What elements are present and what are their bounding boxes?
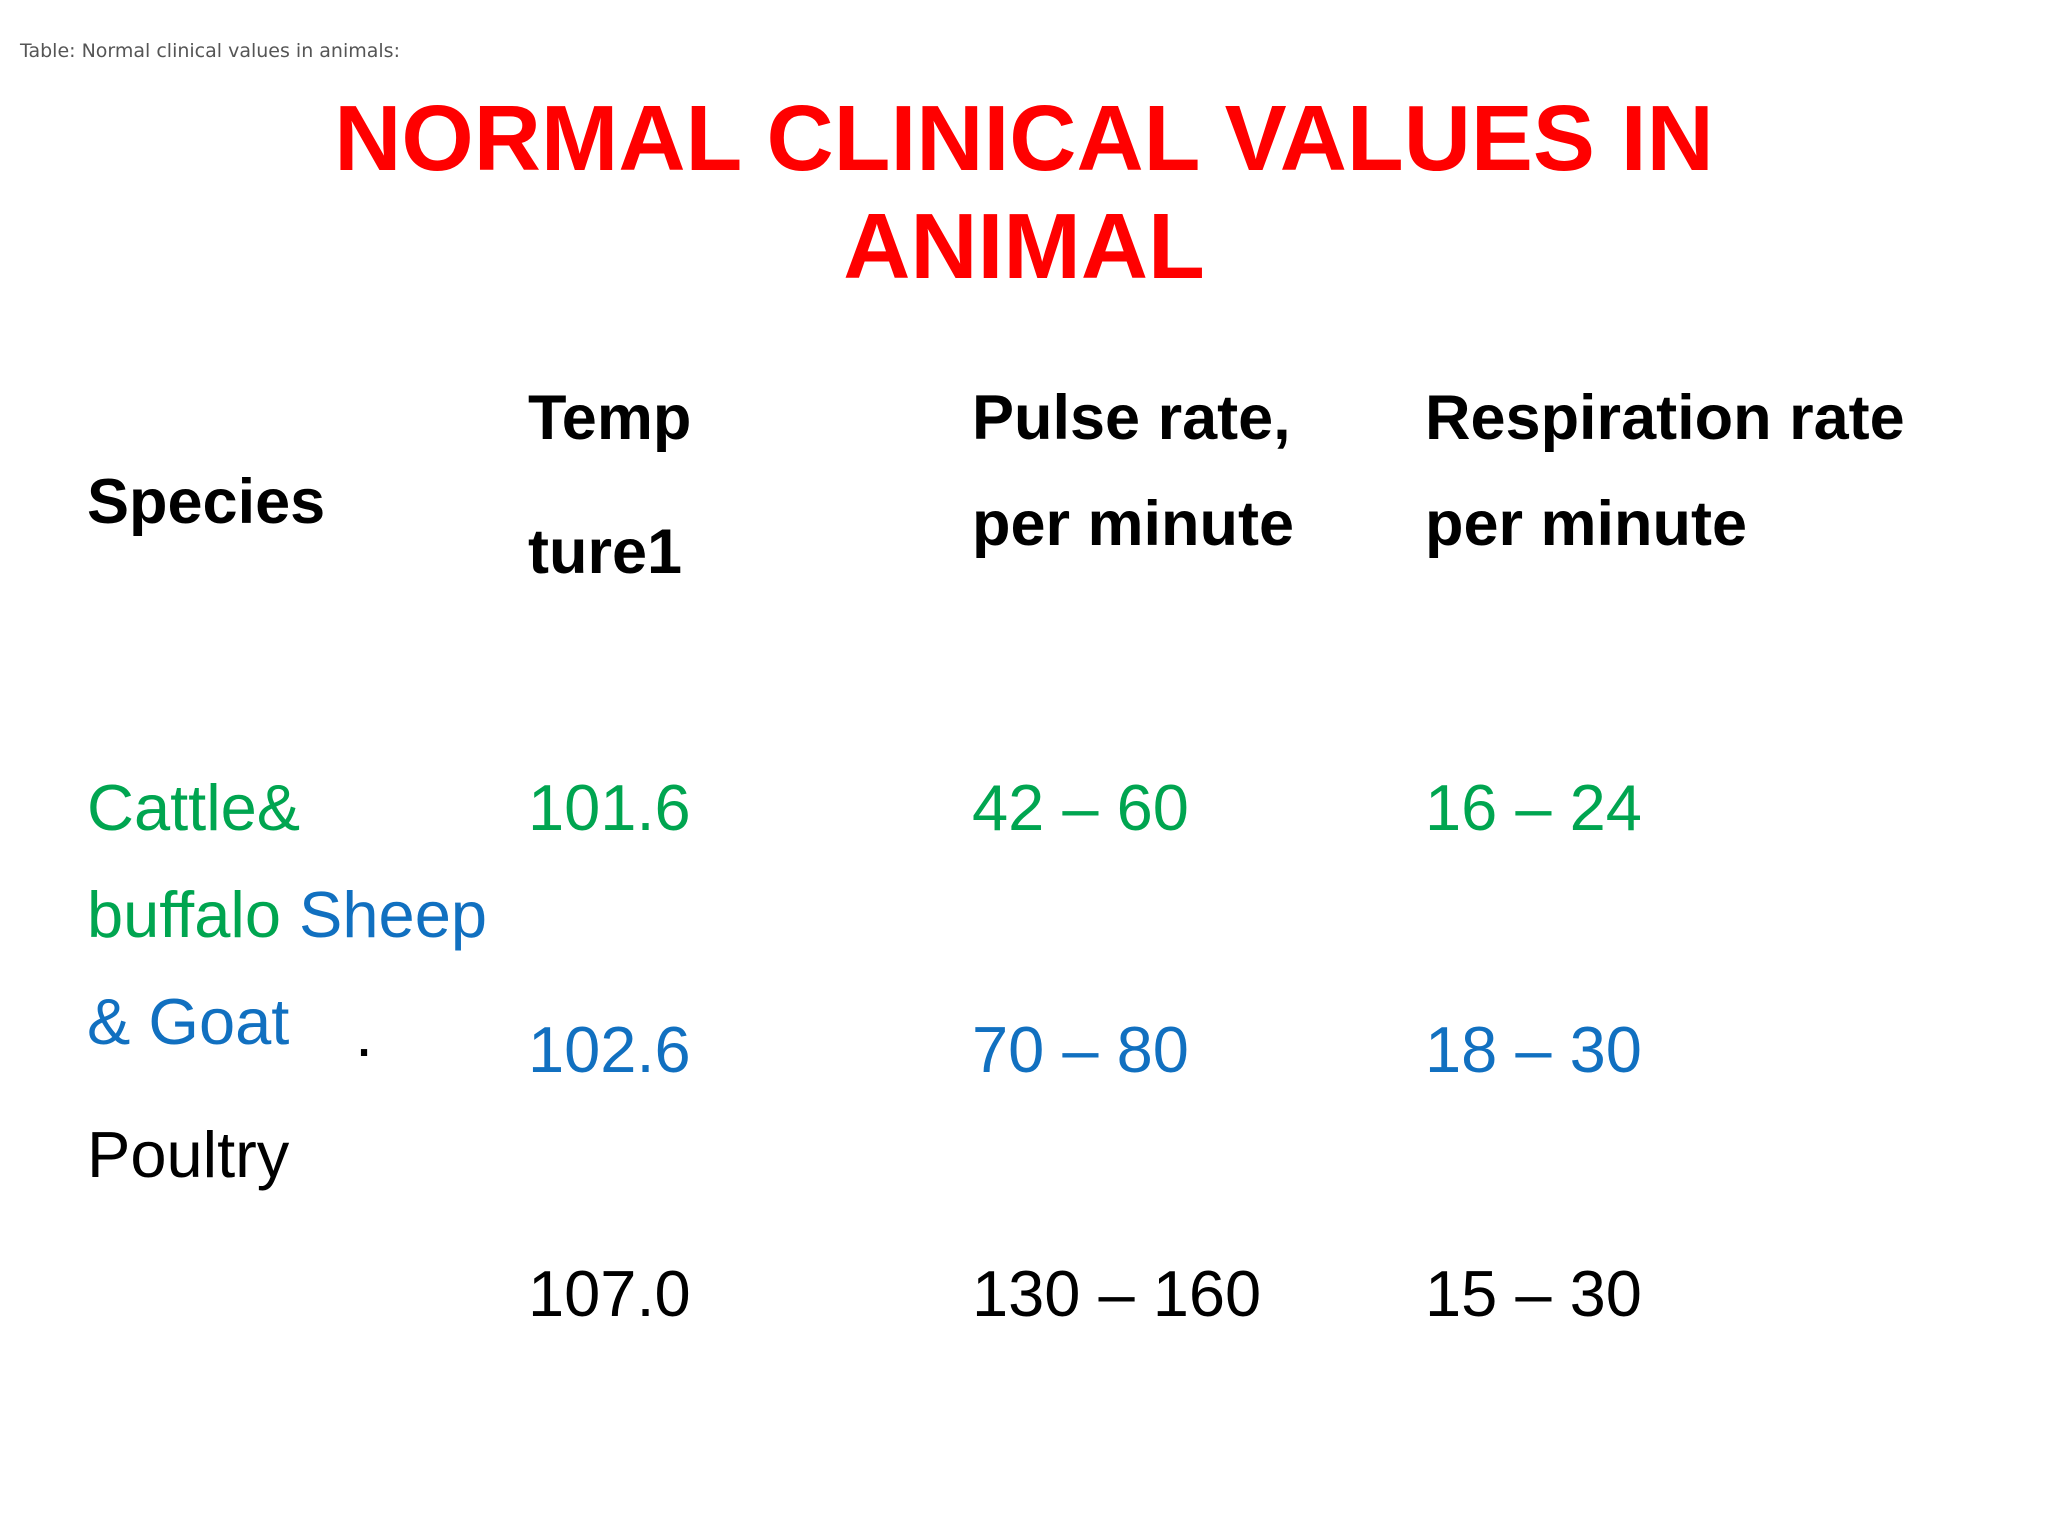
header-pulse-line-1: Pulse rate,: [972, 383, 1291, 453]
species-line-goat: & Goat: [87, 985, 290, 1058]
species-sheep: Sheep: [299, 878, 488, 951]
row-3-respiration: 15 – 30: [1425, 1257, 1642, 1330]
row-2-pulse: 70 – 80: [972, 1013, 1189, 1086]
page-title-line-2: ANIMAL: [843, 194, 1205, 298]
row-3-pulse: 130 – 160: [972, 1257, 1262, 1330]
header-species: Species: [87, 467, 326, 537]
species-line-cattle: Cattle&: [87, 771, 301, 844]
species-buffalo: buffalo: [87, 878, 281, 951]
header-temp-line-1: Temp: [528, 383, 692, 453]
row-2-temp: 102.6: [528, 1013, 691, 1086]
species-dot: .: [355, 997, 374, 1070]
header-respiration-line-1: Respiration rate: [1425, 383, 1905, 453]
species-line-poultry: Poultry: [87, 1118, 290, 1191]
header-temp-line-2: ture1: [528, 517, 683, 587]
header-respiration-line-2: per minute: [1425, 489, 1748, 559]
table-caption: Table: Normal clinical values in animals…: [20, 40, 400, 62]
page-title-line-1: NORMAL CLINICAL VALUES IN: [334, 86, 1714, 190]
row-1-pulse: 42 – 60: [972, 771, 1189, 844]
row-1-temp: 101.6: [528, 771, 691, 844]
row-2-respiration: 18 – 30: [1425, 1013, 1642, 1086]
row-3-temp: 107.0: [528, 1257, 691, 1330]
header-pulse-line-2: per minute: [972, 489, 1295, 559]
species-line-buffalo-sheep: buffalo Sheep: [87, 877, 487, 952]
row-1-respiration: 16 – 24: [1425, 771, 1642, 844]
